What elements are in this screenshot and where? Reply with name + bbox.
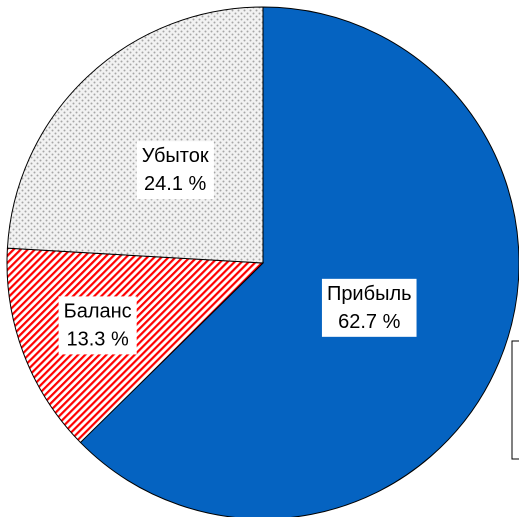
label-box xyxy=(321,278,417,337)
label-box xyxy=(58,296,137,355)
slice-label: Убыток xyxy=(142,145,209,167)
legend-frame xyxy=(511,340,519,460)
pie-slice xyxy=(6,6,264,264)
slice-label: Баланс xyxy=(64,300,132,322)
pie-slice xyxy=(79,6,519,517)
value-label: 24.1 % xyxy=(144,173,206,195)
value-label: 13.3 % xyxy=(67,328,129,350)
slice-label: Прибыль xyxy=(327,283,412,305)
value-label: 62.7 % xyxy=(338,311,400,333)
label-box xyxy=(136,141,214,200)
